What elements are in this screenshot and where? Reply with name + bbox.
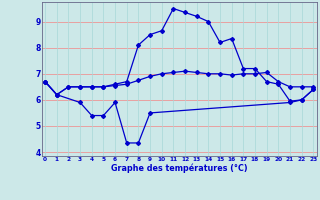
X-axis label: Graphe des températures (°C): Graphe des températures (°C) [111, 163, 247, 173]
